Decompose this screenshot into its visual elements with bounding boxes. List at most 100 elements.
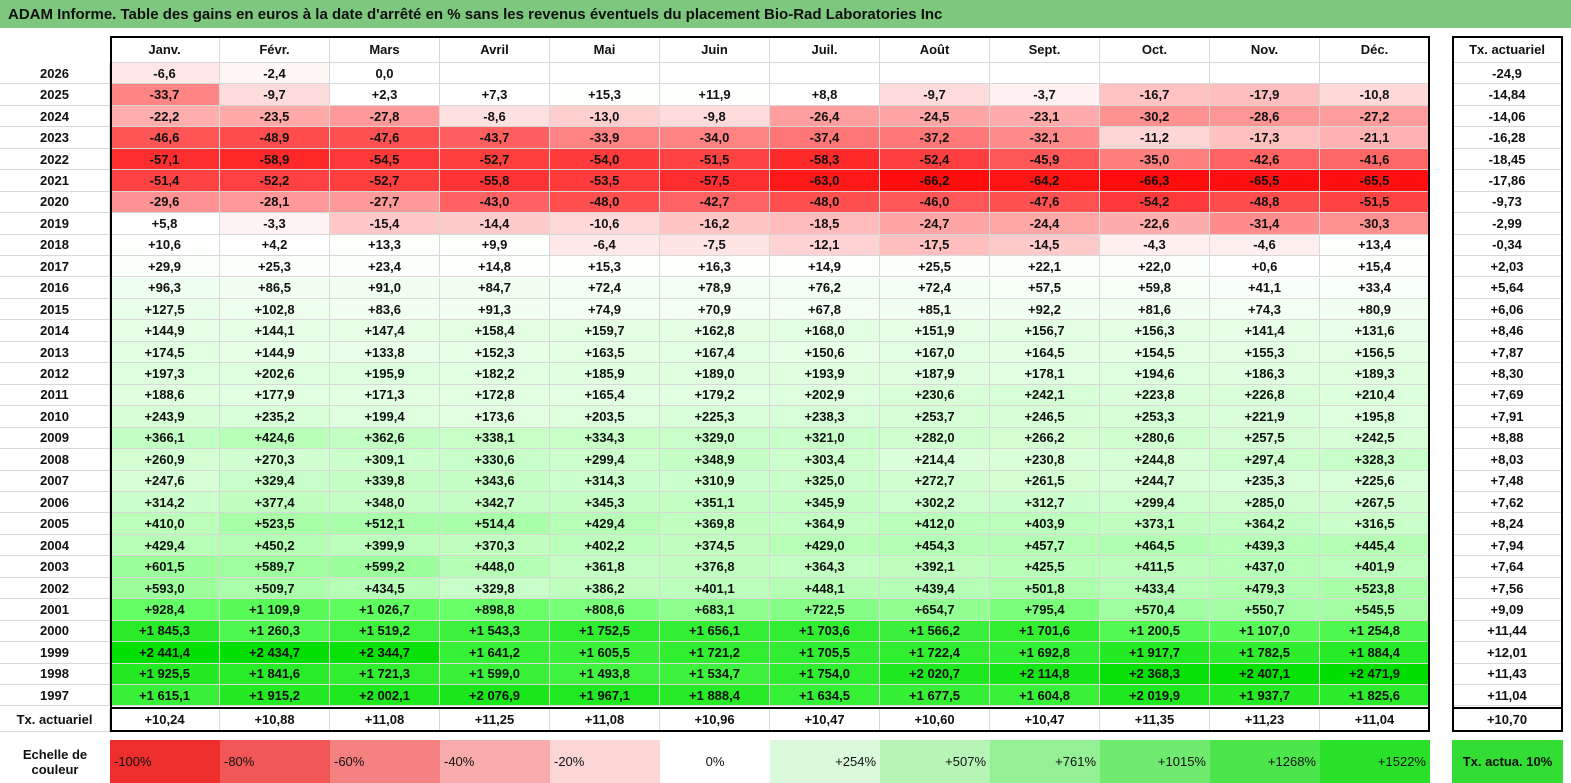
legend-swatch: 0% [660,740,770,783]
title: ADAM Informe. Table des gains en euros à… [0,0,1571,28]
month-header: Janv. [110,36,220,63]
gain-cell: +1 026,7 [330,599,440,621]
gain-cell: +253,7 [880,406,990,428]
gain-cell: +74,9 [550,298,660,321]
gain-cell: -26,4 [770,105,880,128]
legend-swatch: -20% [550,740,660,783]
legend-swatch: +507% [880,740,990,783]
gain-cell: +78,9 [660,277,770,299]
gain-cell: +514,4 [440,513,550,535]
gain-cell [1100,63,1210,85]
gain-cell: +156,5 [1320,341,1430,364]
gain-cell: +57,5 [990,277,1100,299]
gain-cell: +338,1 [440,427,550,450]
gain-cell: +329,8 [440,577,550,600]
gain-cell: -18,5 [770,213,880,235]
gain-cell: +253,3 [1100,406,1210,428]
gain-cell: +328,3 [1320,449,1430,471]
gain-cell: +83,6 [330,298,440,321]
gain-cell: +928,4 [110,599,220,621]
gain-cell: +15,4 [1320,256,1430,278]
year-label: 2008 [0,449,110,471]
rate-cell: +7,48 [1452,470,1563,492]
gain-cell: -52,7 [330,170,440,192]
legend-swatch: +254% [770,740,880,783]
gain-cell: -51,5 [660,148,770,171]
gain-cell: +1 677,5 [880,685,990,707]
gain-cell: +177,9 [220,384,330,407]
gain-cell: -55,8 [440,170,550,192]
gain-cell: -10,6 [550,213,660,235]
gain-cell: +282,0 [880,427,990,450]
gain-cell: -65,5 [1320,170,1430,192]
gain-cell: -51,4 [110,170,220,192]
gain-cell: +15,3 [550,256,660,278]
month-header: Févr. [220,36,330,63]
gain-cell: +133,8 [330,341,440,364]
gain-cell: -28,1 [220,191,330,214]
rate-cell: +11,43 [1452,663,1563,686]
gain-cell: +280,6 [1100,427,1210,450]
gain-cell: +179,2 [660,384,770,407]
gain-cell: +342,7 [440,492,550,514]
gain-cell: +345,9 [770,492,880,514]
rate-cell: +2,03 [1452,256,1563,278]
gain-cell: -30,3 [1320,213,1430,235]
gain-cell: -47,6 [990,191,1100,214]
gain-cell: +167,4 [660,341,770,364]
year-label: 2009 [0,427,110,450]
gain-cell: +1 200,5 [1100,620,1210,643]
gain-cell: +15,3 [550,84,660,106]
gain-cell: -48,0 [550,191,660,214]
legend-swatch: +1522% [1320,740,1430,783]
month-header: Oct. [1100,36,1210,63]
footer-cell: +10,96 [660,707,770,732]
gain-cell: +523,8 [1320,577,1430,600]
gain-cell: -24,7 [880,213,990,235]
gain-cell: -57,1 [110,148,220,171]
rate-cell: +8,24 [1452,513,1563,535]
gain-cell: +412,0 [880,513,990,535]
year-label: 2023 [0,127,110,149]
gain-cell: +654,7 [880,599,990,621]
gain-cell: -53,5 [550,170,660,192]
gain-cell: +339,8 [330,470,440,492]
gain-cell: +267,5 [1320,492,1430,514]
gain-cell: +195,8 [1320,406,1430,428]
gain-cell: +410,0 [110,513,220,535]
gain-cell: -30,2 [1100,105,1210,128]
gain-cell: +242,5 [1320,427,1430,450]
gain-cell: +59,8 [1100,277,1210,299]
gain-cell: +1 917,7 [1100,642,1210,664]
gain-cell: -4,3 [1100,234,1210,257]
gain-cell: -21,1 [1320,127,1430,149]
gain-cell: +377,4 [220,492,330,514]
gain-cell: +194,6 [1100,363,1210,385]
gain-cell: +155,3 [1210,341,1320,364]
gain-cell: +599,2 [330,556,440,578]
year-label: 2016 [0,277,110,299]
gain-cell: +7,3 [440,84,550,106]
year-label: 2001 [0,599,110,621]
gain-cell: +210,4 [1320,384,1430,407]
gain-cell: +158,4 [440,320,550,342]
gain-cell: +163,5 [550,341,660,364]
gain-cell: +424,6 [220,427,330,450]
gain-cell: +1 722,4 [880,642,990,664]
rate-cell: +6,06 [1452,298,1563,321]
gain-cell: +312,7 [990,492,1100,514]
gain-cell: +260,9 [110,449,220,471]
gain-cell: +257,5 [1210,427,1320,450]
gain-cell: +523,5 [220,513,330,535]
gain-cell: -8,6 [440,105,550,128]
gain-cell: +187,9 [880,363,990,385]
gain-cell: +2 076,9 [440,685,550,707]
gain-cell: +1 884,4 [1320,642,1430,664]
gain-cell: +214,4 [880,449,990,471]
gain-cell: +364,9 [770,513,880,535]
gain-cell: -24,4 [990,213,1100,235]
gain-cell: +401,9 [1320,556,1430,578]
gain-cell: +2 407,1 [1210,663,1320,686]
rate-cell: +11,44 [1452,620,1563,643]
rate-cell: +7,91 [1452,406,1563,428]
